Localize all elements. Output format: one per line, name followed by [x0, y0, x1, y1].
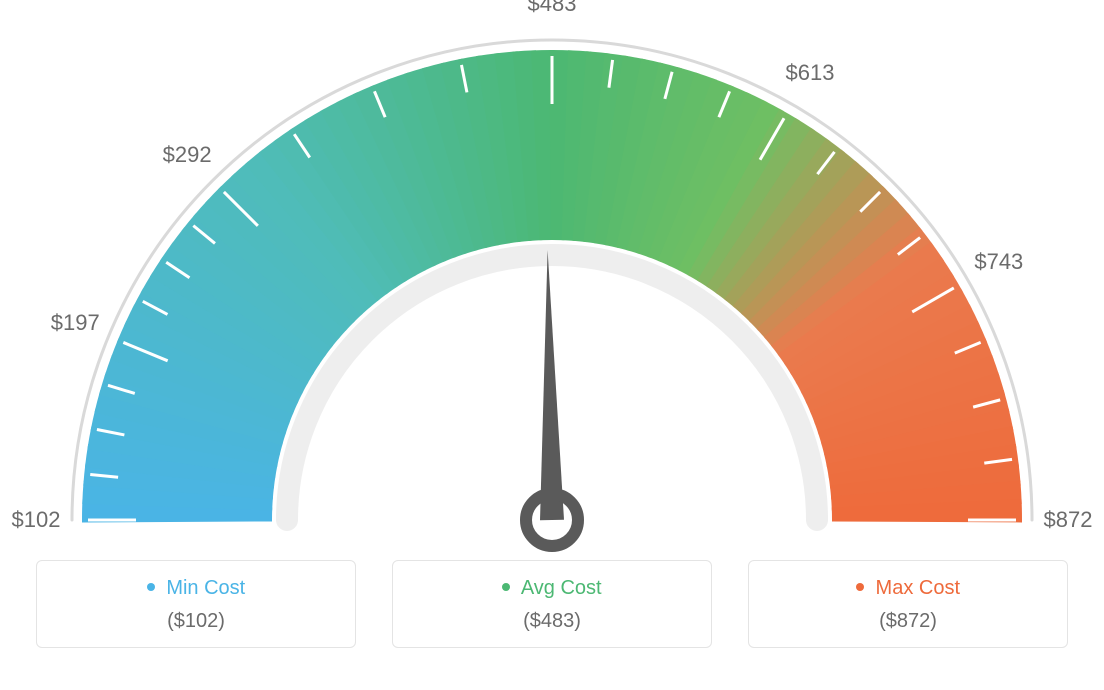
gauge-tick-label: $197 — [51, 310, 100, 336]
legend-row: Min Cost ($102) Avg Cost ($483) Max Cost… — [0, 560, 1104, 648]
legend-value-max: ($872) — [761, 610, 1055, 633]
legend-value-min: ($102) — [49, 610, 343, 633]
legend-title-min: Min Cost — [49, 577, 343, 600]
legend-label-min: Min Cost — [166, 577, 245, 599]
gauge-tick-label: $613 — [786, 60, 835, 86]
gauge-tick-label: $292 — [163, 142, 212, 168]
legend-card-max: Max Cost ($872) — [748, 560, 1068, 648]
legend-label-max: Max Cost — [876, 577, 960, 599]
legend-dot-min — [147, 583, 155, 591]
gauge-tick-label: $743 — [974, 249, 1023, 275]
gauge-area: $102 $197 $292 $483 $613 $743 $872 — [0, 0, 1104, 560]
legend-label-avg: Avg Cost — [521, 577, 602, 599]
legend-value-avg: ($483) — [405, 610, 699, 633]
legend-dot-avg — [502, 583, 510, 591]
gauge-tick-label: $483 — [528, 0, 577, 17]
gauge-svg — [0, 0, 1104, 560]
legend-card-avg: Avg Cost ($483) — [392, 560, 712, 648]
legend-title-avg: Avg Cost — [405, 577, 699, 600]
gauge-tick-label: $872 — [1044, 507, 1093, 533]
chart-container: $102 $197 $292 $483 $613 $743 $872 Min Cost ($… — [0, 0, 1104, 690]
legend-title-max: Max Cost — [761, 577, 1055, 600]
legend-dot-max — [856, 583, 864, 591]
legend-card-min: Min Cost ($102) — [36, 560, 356, 648]
gauge-tick-label: $102 — [12, 507, 61, 533]
